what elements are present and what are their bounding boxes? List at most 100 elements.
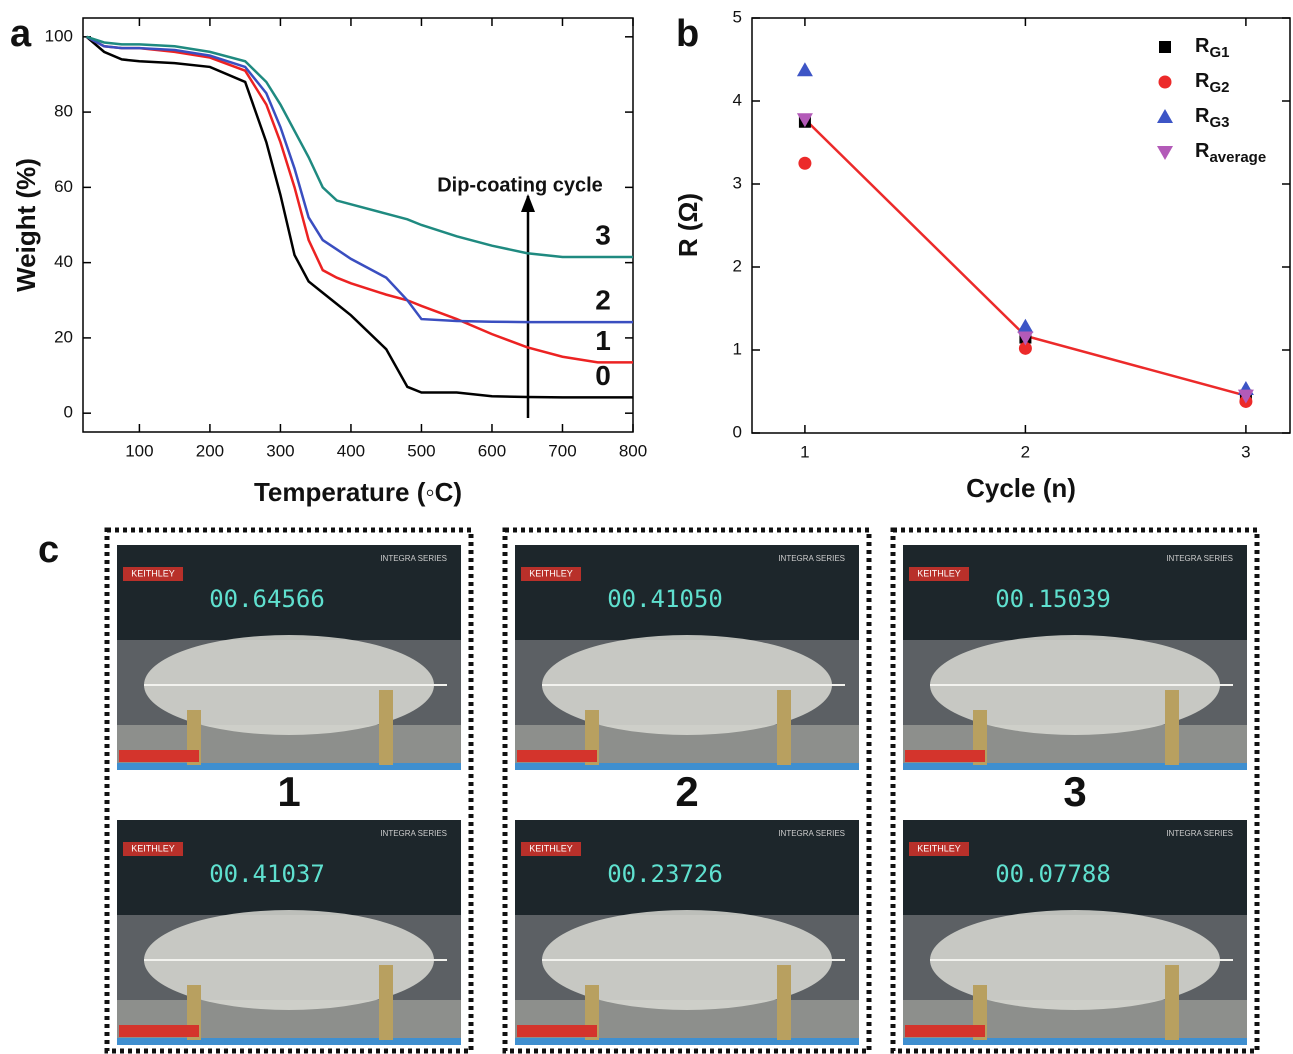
photo: KEITHLEY INTEGRA SERIES 00.07788 bbox=[903, 820, 1247, 1045]
y-tick-label: 80 bbox=[54, 102, 73, 121]
brand: KEITHLEY bbox=[917, 568, 961, 578]
x-tick-label: 500 bbox=[407, 441, 435, 460]
clip bbox=[1165, 965, 1179, 1040]
meter bbox=[515, 545, 859, 640]
photo-label: 3 bbox=[1063, 768, 1086, 815]
legend-sub: G2 bbox=[1209, 79, 1229, 96]
y-tick-label: 100 bbox=[45, 26, 73, 45]
marker bbox=[1018, 341, 1032, 355]
meter-series: INTEGRA SERIES bbox=[778, 829, 845, 838]
x-tick-label: 300 bbox=[266, 441, 294, 460]
photo-frame bbox=[104, 527, 474, 1054]
x-axis-label: Temperature (◦C) bbox=[254, 477, 462, 507]
x-tick-label: 800 bbox=[619, 441, 647, 460]
table-edge bbox=[515, 1038, 859, 1045]
y-axis-label: Weight (%) bbox=[11, 158, 41, 292]
marker bbox=[796, 113, 813, 128]
meter-reading: 00.23726 bbox=[607, 860, 723, 888]
clip bbox=[379, 965, 393, 1040]
panel-label: a bbox=[10, 13, 32, 55]
meter-series: INTEGRA SERIES bbox=[1166, 554, 1233, 563]
y-tick-label: 5 bbox=[733, 7, 742, 26]
panel-label: b bbox=[676, 13, 699, 55]
x-tick-label: 200 bbox=[196, 441, 224, 460]
panel-label: c bbox=[38, 529, 59, 571]
table-edge bbox=[515, 763, 859, 770]
brand: KEITHLEY bbox=[131, 568, 175, 578]
x-axis-label: Cycle (n) bbox=[966, 473, 1076, 503]
y-axis-label: R (Ω) bbox=[673, 193, 703, 257]
photo: KEITHLEY INTEGRA SERIES 00.41050 bbox=[515, 545, 859, 770]
photo: KEITHLEY INTEGRA SERIES 00.41037 bbox=[117, 820, 461, 1045]
series-label: 0 bbox=[595, 360, 611, 391]
series-label: 1 bbox=[595, 325, 611, 356]
y-tick-label: 40 bbox=[54, 252, 73, 271]
table-edge bbox=[117, 1038, 461, 1045]
legend-sub: average bbox=[1209, 149, 1266, 166]
x-tick-label: 400 bbox=[337, 441, 365, 460]
legend-label: RG1 bbox=[1195, 35, 1229, 61]
photo-label: 2 bbox=[675, 768, 698, 815]
clip-wire bbox=[119, 750, 199, 762]
y-tick-label: 3 bbox=[733, 173, 742, 192]
clip-wire bbox=[905, 750, 985, 762]
legend-sub: G1 bbox=[1209, 44, 1229, 61]
marker bbox=[796, 62, 813, 77]
legend-marker bbox=[1157, 146, 1173, 160]
marker bbox=[1017, 318, 1034, 333]
series-label: 3 bbox=[595, 219, 611, 250]
legend-name: R bbox=[1195, 105, 1210, 127]
legend-label: RG3 bbox=[1195, 105, 1229, 131]
meter bbox=[903, 820, 1247, 915]
x-tick-label: 2 bbox=[1021, 442, 1030, 461]
table-edge bbox=[903, 1038, 1247, 1045]
y-tick-label: 0 bbox=[64, 403, 73, 422]
clip-wire bbox=[517, 1025, 597, 1037]
plot-frame bbox=[82, 17, 634, 433]
marker bbox=[1237, 389, 1254, 404]
line bbox=[85, 35, 633, 399]
meter bbox=[903, 545, 1247, 640]
y-tick-label: 1 bbox=[733, 339, 742, 358]
brand: KEITHLEY bbox=[529, 843, 573, 853]
meter-series: INTEGRA SERIES bbox=[778, 554, 845, 563]
meter bbox=[117, 545, 461, 640]
table-edge bbox=[903, 763, 1247, 770]
brand-badge bbox=[123, 842, 183, 856]
photo-label: 1 bbox=[277, 768, 300, 815]
brand-badge bbox=[123, 567, 183, 581]
brand-badge bbox=[521, 842, 581, 856]
clip bbox=[379, 690, 393, 765]
meter bbox=[515, 820, 859, 915]
line bbox=[86, 35, 633, 259]
table-edge bbox=[117, 763, 461, 770]
clip bbox=[777, 690, 791, 765]
meter-series: INTEGRA SERIES bbox=[380, 829, 447, 838]
brand: KEITHLEY bbox=[131, 843, 175, 853]
photo-frame bbox=[890, 527, 1260, 1054]
clip-wire bbox=[119, 1025, 199, 1037]
x-tick-label: 600 bbox=[478, 441, 506, 460]
photo-frame bbox=[502, 527, 872, 1054]
meter-series: INTEGRA SERIES bbox=[1166, 829, 1233, 838]
brand-badge bbox=[521, 567, 581, 581]
clip bbox=[1165, 690, 1179, 765]
photo: KEITHLEY INTEGRA SERIES 00.15039 bbox=[903, 545, 1247, 770]
marker bbox=[1017, 331, 1034, 346]
meter-reading: 00.07788 bbox=[995, 860, 1111, 888]
y-tick-label: 4 bbox=[733, 90, 742, 109]
meter-reading: 00.41037 bbox=[209, 860, 325, 888]
x-tick-label: 100 bbox=[125, 441, 153, 460]
meter-series: INTEGRA SERIES bbox=[380, 554, 447, 563]
brand-badge bbox=[909, 567, 969, 581]
legend-marker bbox=[1159, 41, 1171, 53]
legend-name: R bbox=[1195, 140, 1210, 162]
legend-label: RG2 bbox=[1195, 70, 1229, 96]
x-tick-label: 3 bbox=[1241, 442, 1250, 461]
plot-frame bbox=[751, 17, 1291, 434]
meter-reading: 00.15039 bbox=[995, 585, 1111, 613]
legend-name: R bbox=[1195, 35, 1210, 57]
series-label: 2 bbox=[595, 284, 611, 315]
